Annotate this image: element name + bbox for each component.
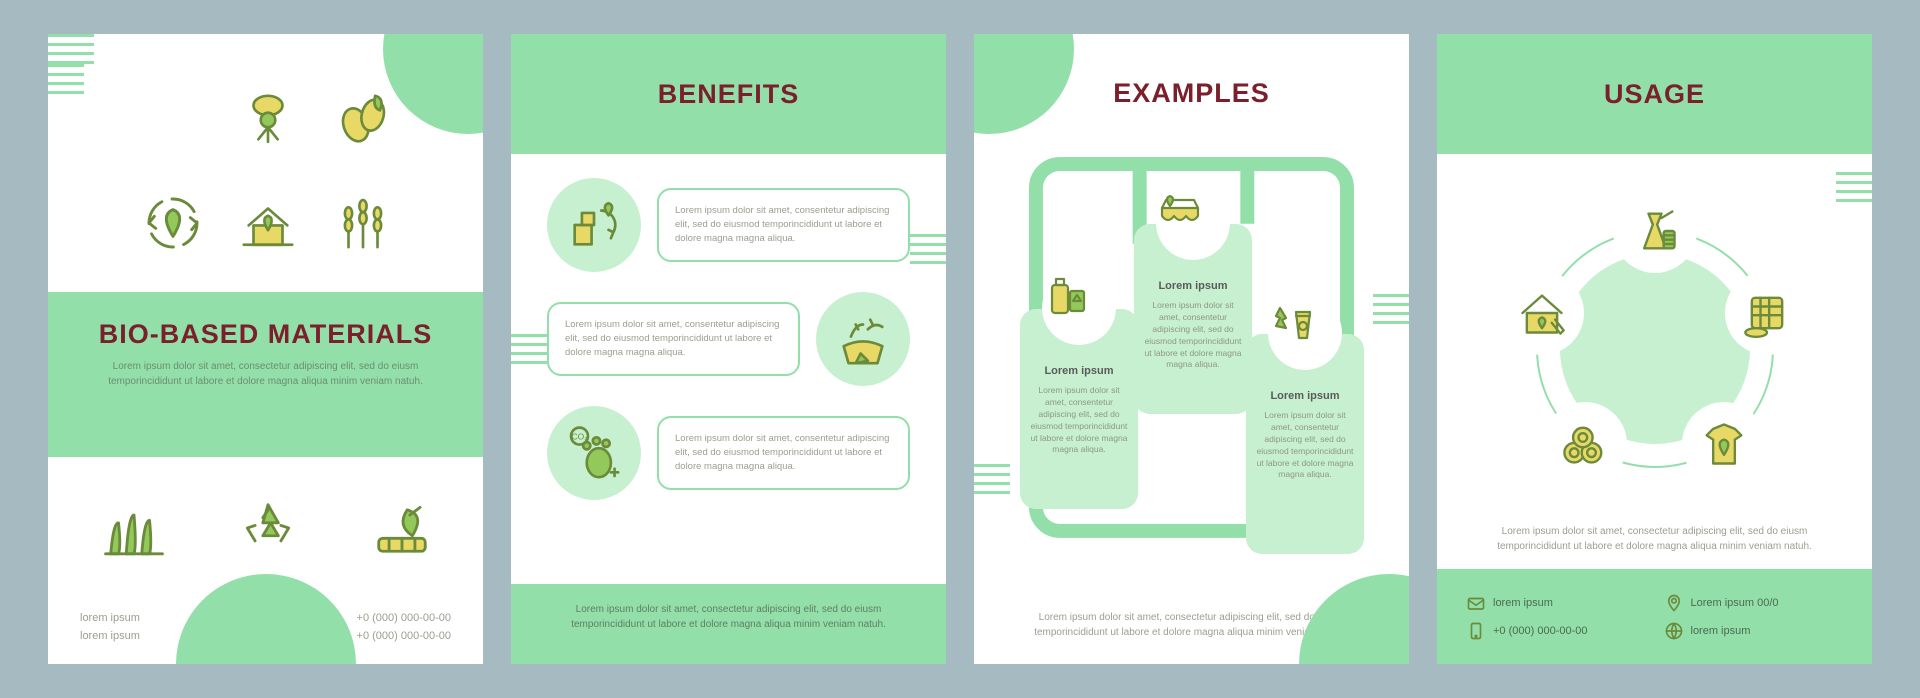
contact-phone: +0 (000) 000-00-00 — [357, 609, 451, 628]
benefits-footer: Lorem ipsum dolor sit amet, consectetur … — [511, 584, 946, 664]
cover-title: BIO-BASED MATERIALS — [88, 320, 443, 348]
co2-footprint-icon — [547, 406, 641, 500]
benefit-item: Lorem ipsum dolor sit amet, consentetur … — [547, 292, 910, 386]
benefit-text: Lorem ipsum dolor sit amet, consentetur … — [657, 188, 910, 261]
panel-cover: BIO-BASED MATERIALS Lorem ipsum dolor si… — [48, 34, 483, 664]
cover-subtitle: Lorem ipsum dolor sit amet, consectetur … — [88, 360, 443, 389]
examples-track: Lorem ipsum Lorem ipsum dolor sit amet, … — [1020, 154, 1363, 504]
globe-icon — [1665, 622, 1683, 640]
deco-lines — [1836, 172, 1872, 202]
benefits-title: BENEFITS — [658, 79, 800, 110]
deco-lines — [910, 234, 946, 264]
panel-examples: EXAMPLES Lorem ipsum Lorem ipsum dolor s… — [974, 34, 1409, 664]
cover-contact: lorem ipsum lorem ipsum +0 (000) 000-00-… — [80, 609, 451, 646]
example-label: Lorem ipsum — [1144, 280, 1242, 292]
contact-text: lorem ipsum — [1493, 597, 1553, 609]
cover-bottom-icons — [103, 497, 433, 564]
example-card: Lorem ipsum Lorem ipsum dolor sit amet, … — [1134, 224, 1252, 414]
wheat-icon — [334, 194, 392, 257]
box-cycle-icon — [547, 178, 641, 272]
usage-ring — [1500, 194, 1810, 504]
pin-icon — [1665, 594, 1683, 612]
usage-header: USAGE — [1437, 34, 1872, 154]
benefit-item: Lorem ipsum dolor sit amet, consentetur … — [547, 178, 910, 272]
contact-text: +0 (000) 000-00-00 — [1493, 625, 1587, 637]
example-card: Lorem ipsum Lorem ipsum dolor sit amet, … — [1246, 334, 1364, 554]
example-text: Lorem ipsum dolor sit amet, consentetur … — [1144, 300, 1242, 371]
usage-body: Lorem ipsum dolor sit amet, consectetur … — [1479, 524, 1830, 554]
contact-text: lorem ipsum — [80, 609, 140, 628]
deco-lines — [511, 334, 547, 364]
benefits-list: Lorem ipsum dolor sit amet, consentetur … — [511, 154, 946, 500]
contact-text: lorem ipsum — [1691, 625, 1751, 637]
mail-icon — [1467, 594, 1485, 612]
contact-mail: lorem ipsum — [1467, 594, 1645, 612]
benefit-text: Lorem ipsum dolor sit amet, consentetur … — [547, 302, 800, 375]
compost-icon — [816, 292, 910, 386]
cover-title-block: BIO-BASED MATERIALS Lorem ipsum dolor si… — [48, 292, 483, 457]
example-text: Lorem ipsum dolor sit amet, consentetur … — [1030, 385, 1128, 456]
beans-icon — [334, 91, 392, 154]
benefit-text: Lorem ipsum dolor sit amet, consentetur … — [657, 416, 910, 489]
bamboo-leaf-icon — [371, 497, 433, 564]
usage-title: USAGE — [1604, 79, 1705, 110]
recycle-leaf-icon — [141, 191, 205, 260]
recycle-cup-icon — [1268, 296, 1342, 370]
deco-lines — [48, 64, 84, 94]
logs-icon — [1543, 402, 1627, 486]
examples-title: EXAMPLES — [974, 78, 1409, 109]
contact-text: Lorem ipsum 00/0 — [1691, 597, 1779, 609]
contact-address: Lorem ipsum 00/0 — [1665, 594, 1843, 612]
mushroom-root-icon — [239, 91, 297, 154]
deco-lines — [974, 464, 1010, 494]
egg-carton-icon — [1156, 186, 1230, 260]
cover-icon-grid — [128, 74, 408, 274]
contact-web: lorem ipsum — [1665, 622, 1843, 640]
bio-bottle-icon — [1042, 271, 1116, 345]
benefit-item: Lorem ipsum dolor sit amet, consentetur … — [547, 406, 910, 500]
example-text: Lorem ipsum dolor sit amet, consentetur … — [1256, 410, 1354, 481]
example-label: Lorem ipsum — [1030, 365, 1128, 377]
eco-house-paint-icon — [1500, 271, 1584, 355]
eco-house-icon — [239, 194, 297, 257]
contact-text: lorem ipsum — [80, 627, 140, 646]
panel-benefits: BENEFITS Lorem ipsum dolor sit amet, con… — [511, 34, 946, 664]
example-label: Lorem ipsum — [1256, 390, 1354, 402]
deco-lines — [1373, 294, 1409, 324]
dress-thread-icon — [1613, 189, 1697, 273]
benefits-header: BENEFITS — [511, 34, 946, 154]
example-card: Lorem ipsum Lorem ipsum dolor sit amet, … — [1020, 309, 1138, 509]
usage-contacts: lorem ipsum Lorem ipsum 00/0 +0 (000) 00… — [1437, 569, 1872, 664]
contact-phone: +0 (000) 000-00-00 — [1467, 622, 1645, 640]
phone-icon — [1467, 622, 1485, 640]
fabric-roll-icon — [1725, 271, 1809, 355]
grass-icon — [103, 497, 165, 564]
panel-usage: USAGE Lorem ipsum dolor sit amet, consec… — [1437, 34, 1872, 664]
deco-circle — [1299, 574, 1409, 664]
contact-phone: +0 (000) 000-00-00 — [357, 627, 451, 646]
recycle-triangle-icon — [237, 497, 299, 564]
deco-lines — [48, 34, 94, 64]
